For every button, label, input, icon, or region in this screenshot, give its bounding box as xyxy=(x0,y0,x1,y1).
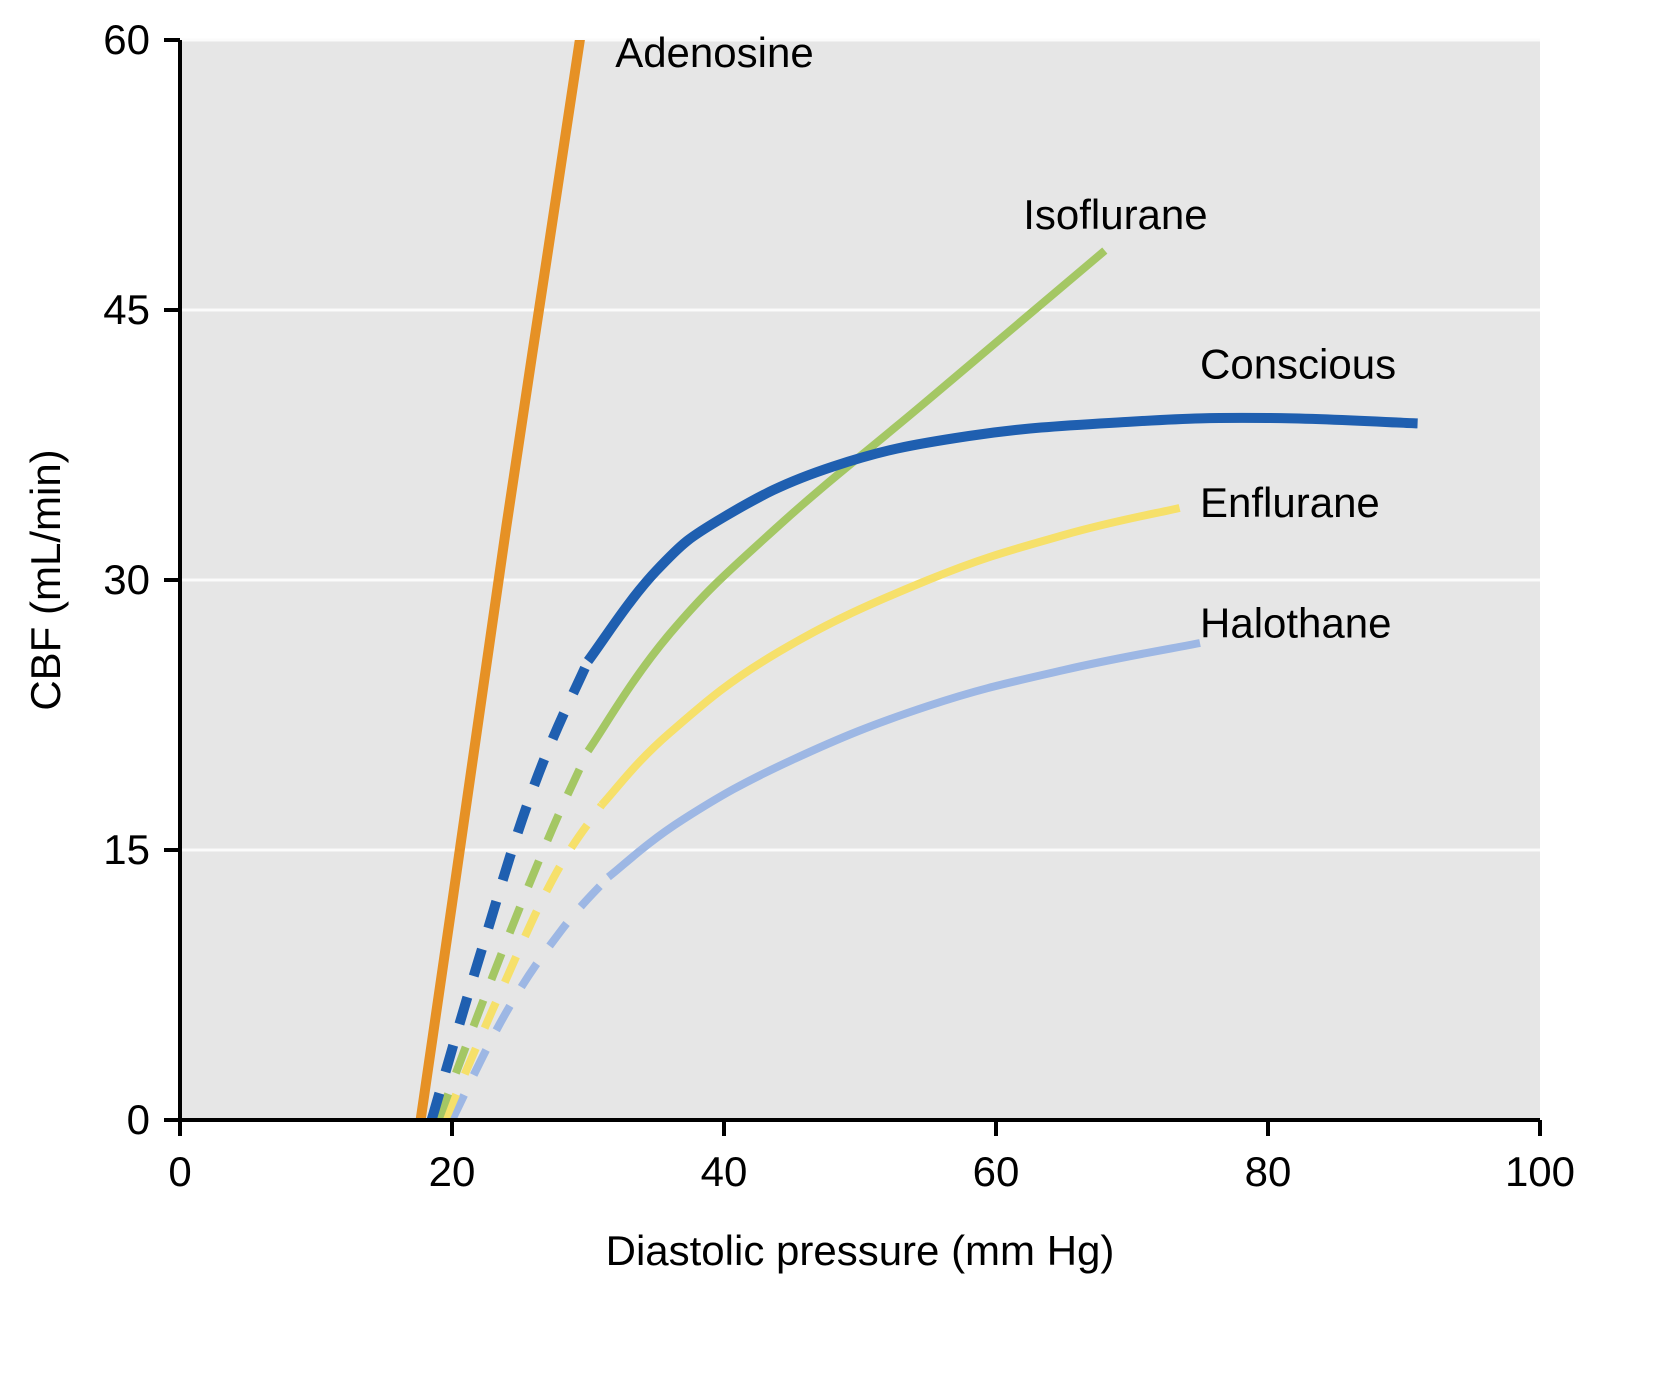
x-tick-label: 20 xyxy=(429,1148,476,1195)
cbf-vs-diastolic-chart: 0 20 40 60 80 100 0 15 30 45 60 Diastolic pressure … xyxy=(0,0,1667,1375)
series-label-isoflurane: Isoflurane xyxy=(1023,191,1207,238)
x-axis-label: Diastolic pressure (mm Hg) xyxy=(606,1227,1115,1274)
y-tick-label: 0 xyxy=(127,1096,150,1143)
series-label-halothane: Halothane xyxy=(1200,600,1391,647)
series-label-adenosine: Adenosine xyxy=(615,29,814,76)
x-tick-label: 60 xyxy=(973,1148,1020,1195)
y-tick-label: 30 xyxy=(103,556,150,603)
series-label-conscious: Conscious xyxy=(1200,340,1396,387)
series-label-enflurane: Enflurane xyxy=(1200,479,1380,526)
y-tick-label: 45 xyxy=(103,286,150,333)
y-axis-label: CBF (mL/min) xyxy=(22,449,69,710)
x-tick-label: 80 xyxy=(1245,1148,1292,1195)
x-tick-label: 40 xyxy=(701,1148,748,1195)
x-tick-label: 0 xyxy=(168,1148,191,1195)
x-tick-label: 100 xyxy=(1505,1148,1575,1195)
y-tick-label: 60 xyxy=(103,16,150,63)
y-tick-label: 15 xyxy=(103,826,150,873)
